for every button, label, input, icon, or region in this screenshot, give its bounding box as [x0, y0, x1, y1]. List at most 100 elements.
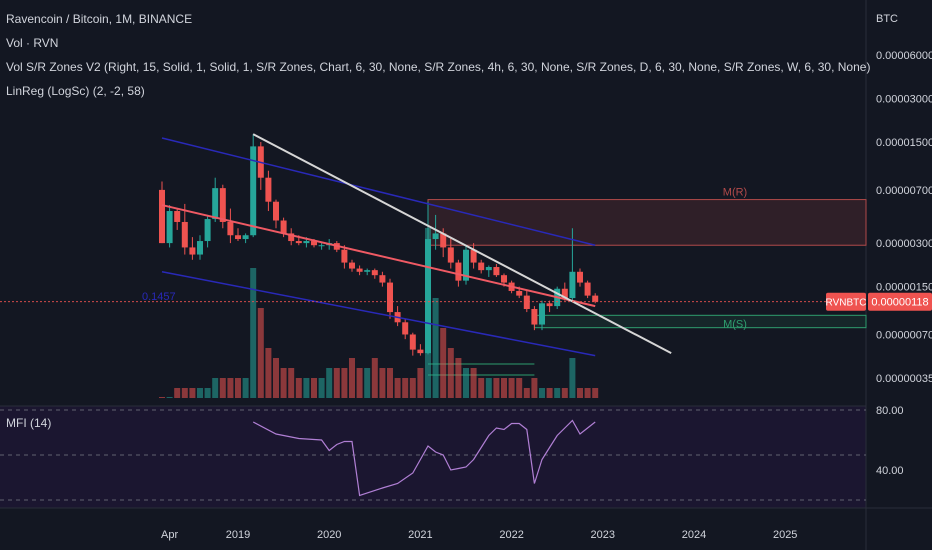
symbol-badge-text: RVNBTC — [826, 298, 867, 309]
price-tick-label: 0.00006000 — [876, 50, 932, 62]
candle-body — [539, 303, 545, 325]
candle-body — [159, 189, 165, 244]
chart-title: Ravencoin / Bitcoin, 1M, BINANCE — [6, 12, 193, 26]
candle-body — [204, 219, 211, 242]
candle-body — [569, 271, 576, 299]
time-tick-label: 2020 — [317, 529, 341, 541]
volume-bar — [592, 388, 599, 398]
candle-body — [584, 282, 591, 296]
volume-bar — [242, 378, 249, 398]
candle-body — [212, 188, 219, 220]
regression-lines: 0.1457 — [0, 133, 866, 357]
volume-bar — [250, 268, 257, 398]
linreg-upper-line — [161, 137, 596, 246]
time-tick-label: 2023 — [591, 529, 615, 541]
volume-bar — [478, 378, 485, 398]
volume-bar — [554, 388, 561, 398]
candle-body — [341, 249, 348, 263]
volume-bar — [257, 308, 264, 398]
volume-bars — [159, 228, 599, 398]
volume-bar — [235, 378, 241, 398]
price-tick-label: 0.00000700 — [876, 185, 932, 197]
linreg-label: 0.1457 — [142, 291, 176, 303]
volume-bar — [159, 397, 165, 398]
trendline — [252, 133, 672, 355]
volume-bar — [197, 388, 203, 398]
volume-bar — [371, 358, 378, 398]
volume-bar — [181, 388, 188, 398]
volume-bar — [280, 368, 287, 398]
candle-body — [250, 146, 257, 236]
candle-body — [303, 241, 310, 244]
volume-bar — [303, 378, 310, 398]
price-tick-label: 0.00001500 — [876, 137, 932, 149]
support-zone-label: M(S) — [723, 318, 747, 330]
candle-body — [493, 267, 500, 276]
candle-body — [417, 349, 424, 354]
candle-body — [273, 201, 279, 221]
resistance-zone — [427, 199, 867, 246]
candle-body — [181, 221, 188, 248]
indicator-volume[interactable]: Vol · RVN — [6, 36, 59, 50]
candle-body — [311, 241, 317, 246]
candle-body — [379, 275, 386, 283]
candle-body — [235, 235, 241, 240]
volume-bar — [318, 378, 325, 398]
candle-body — [577, 271, 583, 283]
volume-bar — [364, 368, 371, 398]
volume-bar — [501, 378, 507, 398]
volume-bar — [295, 378, 302, 398]
candle-body — [409, 334, 416, 350]
candle-body — [242, 235, 249, 240]
candle-body — [592, 295, 599, 302]
volume-bar — [523, 388, 530, 398]
volume-bar — [447, 348, 454, 398]
volume-bar — [516, 378, 523, 398]
time-tick-label: Apr — [161, 529, 178, 541]
volume-bar — [455, 358, 462, 398]
resistance-zone-label: M(R) — [723, 187, 747, 199]
linreg-lower-line — [161, 271, 596, 357]
candle-body — [197, 241, 203, 255]
candle-body — [425, 239, 431, 354]
price-tick-label: 0.00003000 — [876, 94, 932, 106]
sr-zones: M(R) M(S) — [427, 187, 867, 376]
candle-body — [387, 282, 393, 313]
volume-bar — [379, 368, 386, 398]
volume-bar — [539, 388, 545, 398]
volume-bar — [288, 368, 295, 398]
time-tick-label: 2019 — [226, 529, 250, 541]
volume-bar — [219, 378, 226, 398]
volume-bar — [387, 368, 393, 398]
price-tick-label: 0.00000150 — [876, 282, 932, 294]
indicator-linreg[interactable]: LinReg (LogSc) (2, -2, 58) — [6, 84, 145, 98]
candle-body — [447, 247, 454, 263]
time-tick-label: 2021 — [408, 529, 432, 541]
volume-bar — [341, 368, 348, 398]
time-tick-label: 2025 — [773, 529, 797, 541]
volume-bar — [584, 388, 591, 398]
volume-bar — [561, 388, 568, 398]
volume-bar — [394, 378, 401, 398]
mfi-label[interactable]: MFI (14) — [6, 416, 52, 430]
symbol-badge — [826, 292, 866, 311]
mfi-pane — [0, 409, 866, 501]
current-price-badge — [868, 292, 932, 311]
candle-body — [402, 322, 409, 335]
mfi-tick-label: 80.00 — [876, 405, 904, 417]
candle-body — [463, 249, 469, 281]
volume-bar — [417, 368, 424, 398]
volume-bar — [531, 378, 538, 398]
volume-bar — [577, 388, 583, 398]
candle-body — [174, 211, 181, 222]
candle-body — [516, 290, 523, 296]
candle-body — [546, 303, 553, 307]
axes: BTC 0.00006000 0.00003000 0.00001500 0.00000… — [161, 13, 932, 541]
volume-bar — [204, 388, 211, 398]
volume-bar — [569, 358, 576, 398]
candle-body — [432, 233, 439, 240]
volume-bar — [440, 328, 447, 398]
indicator-sr-zones[interactable]: Vol S/R Zones V2 (Right, 15, Solid, 1, S… — [6, 60, 871, 74]
